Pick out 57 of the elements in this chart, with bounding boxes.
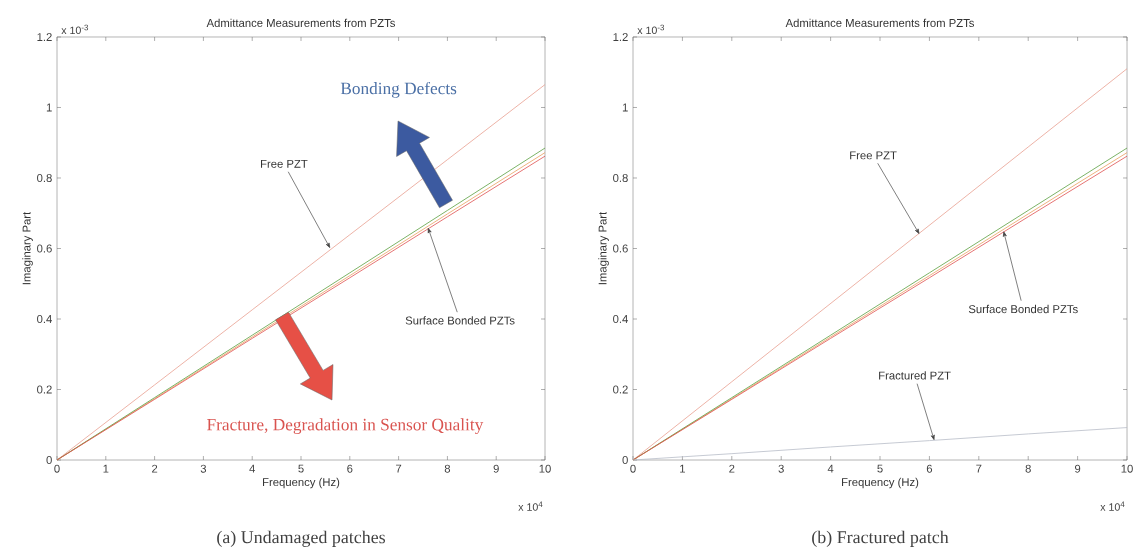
y-tick-label: 1.2	[613, 33, 628, 41]
y-tick-label: 0.2	[613, 385, 628, 394]
y-tick-label: 0.4	[37, 315, 52, 323]
chart-title: Admittance Measurements from PZTs	[206, 18, 396, 27]
y-tick-label: 1	[622, 103, 628, 112]
line-series	[632, 427, 1128, 461]
x-tick-label: 7	[396, 464, 402, 473]
x-tick-label: 3	[200, 464, 207, 473]
y-axis-title: Imaginary Part	[22, 211, 33, 285]
line-series	[56, 84, 546, 461]
x-tick-label: 1	[680, 464, 685, 473]
text: x 10$^{4}$	[518, 501, 543, 511]
chart-title: Admittance Measurements from PZTs	[785, 18, 975, 27]
x-tick-label: 8	[444, 464, 451, 473]
y-tick-label: 0	[46, 456, 52, 464]
annotation: Fracture, Degradation in Sensor Quality	[207, 418, 484, 435]
y-tick-label: 0.6	[613, 244, 628, 253]
x-tick-label: 9	[1074, 464, 1081, 473]
x-tick-label: 7	[976, 464, 982, 473]
y-tick-label: 0.4	[613, 315, 628, 323]
x-tick-label: 10	[1121, 464, 1133, 473]
y-tick-label: 0.6	[37, 244, 52, 253]
text: x 10$^{4}$	[1100, 501, 1125, 511]
annotation: Surface Bonded PZTs	[405, 316, 515, 325]
x-tick-label: 4	[827, 464, 834, 473]
y-tick-label: 0.8	[37, 174, 52, 182]
annotation: Fractured PZT	[879, 371, 951, 380]
y-tick-label: 1	[46, 103, 52, 112]
y-tick-label: 0.2	[37, 385, 52, 394]
y-tick-label: 1.2	[37, 33, 52, 41]
y-axis-title: Imaginary Part	[598, 211, 609, 285]
text: x 10$^{-3}$	[637, 24, 665, 35]
x-tick-label: 6	[926, 464, 933, 473]
x-axis-title: Frequency (Hz)	[842, 477, 919, 489]
x-tick-label: 2	[152, 464, 158, 473]
x-tick-label: 8	[1025, 464, 1031, 473]
annotation: Free PZT	[850, 151, 897, 160]
x-tick-label: 6	[347, 464, 353, 473]
x-tick-label: 2	[729, 464, 735, 473]
x-tick-label: 10	[539, 464, 551, 473]
y-tick-label: 0.8	[613, 174, 628, 182]
text: (a) Undamaged patches	[217, 530, 386, 547]
x-tick-label: 4	[249, 464, 256, 473]
x-tick-label: 1	[103, 464, 109, 473]
text: x 10$^{-3}$	[61, 24, 89, 35]
x-tick-label: 5	[877, 464, 883, 473]
x-tick-label: 0	[630, 464, 636, 473]
y-tick-label: 0	[622, 456, 628, 464]
text: (b) Fractured patch	[812, 530, 949, 547]
x-tick-label: 3	[778, 464, 784, 473]
x-tick-label: 5	[298, 464, 304, 473]
x-tick-label: 0	[54, 464, 60, 473]
x-tick-label: 9	[493, 464, 499, 473]
annotation: Bonding Defects	[340, 81, 457, 98]
annotation: Free PZT	[261, 159, 308, 168]
annotation: Surface Bonded PZTs	[968, 304, 1078, 314]
x-axis-title: Frequency (Hz)	[263, 477, 340, 489]
